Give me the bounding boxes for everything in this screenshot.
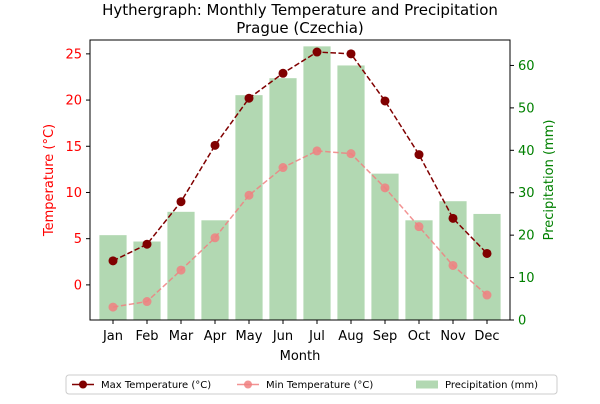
left-axis-tick-label: 5	[74, 232, 82, 247]
min-temperature-point	[380, 183, 390, 193]
x-axis-tick-label: Jul	[308, 329, 325, 344]
max-temperature-point	[380, 96, 390, 106]
max-temperature-line	[112, 51, 488, 262]
max-temperature-point	[278, 68, 288, 78]
legend-label: Min Temperature (°C)	[266, 380, 373, 391]
max-temperature-point	[482, 248, 492, 258]
x-axis-tick-label: May	[236, 329, 263, 344]
max-temperature-point	[414, 150, 424, 160]
min-temperature-point	[278, 163, 288, 173]
min-temperature-point	[482, 290, 492, 300]
right-axis-tick-label: 60	[518, 59, 535, 74]
x-axis-tick-label: Nov	[440, 329, 466, 344]
x-axis-label: Month	[280, 349, 321, 364]
x-axis-tick-label: Apr	[204, 329, 227, 344]
precipitation-bar	[371, 173, 399, 320]
precipitation-bar	[303, 46, 331, 320]
left-axis-tick-label: 0	[74, 278, 82, 293]
min-temperature-point	[346, 149, 356, 159]
x-axis-tick-label: Feb	[135, 329, 158, 344]
min-temperature-point	[108, 302, 118, 312]
left-axis-tick-label: 25	[65, 47, 82, 62]
precipitation-bar	[405, 220, 433, 320]
precipitation-bar	[235, 95, 263, 320]
max-temperature-point	[346, 49, 356, 59]
legend-marker	[79, 380, 87, 389]
right-axis-tick-label: 40	[518, 144, 535, 159]
min-temperature-point	[448, 260, 458, 270]
legend: Max Temperature (°C) Min Temperature (°C)…	[65, 374, 558, 395]
right-axis-tick-label: 50	[518, 101, 535, 116]
x-axis-tick-label: Oct	[408, 329, 430, 344]
x-axis-tick-label: Mar	[169, 329, 194, 344]
x-axis-tick-label: Sep	[373, 329, 398, 344]
right-axis-tick-label: 30	[518, 186, 535, 201]
min-temperature-point	[210, 233, 220, 243]
x-axis-tick-label: Jun	[272, 329, 293, 344]
right-axis-tick-label: 10	[518, 271, 535, 286]
chart-subtitle: Prague (Czechia)	[236, 19, 364, 37]
legend-box	[65, 374, 558, 395]
min-temperature-line	[112, 150, 488, 308]
precipitation-bar	[473, 213, 501, 320]
legend-label: Max Temperature (°C)	[101, 380, 211, 391]
min-temperature-point	[414, 222, 424, 232]
min-temperature-point	[312, 146, 322, 156]
min-temperature-point	[176, 265, 186, 275]
precipitation-bar	[337, 65, 365, 320]
legend-bar-swatch	[416, 380, 438, 389]
max-temperature-point	[176, 197, 186, 207]
x-axis-tick-label: Dec	[474, 329, 499, 344]
precipitation-bar	[133, 241, 161, 320]
right-axis-tick-label: 20	[518, 229, 535, 244]
right-axis: 0 10 20 30 40 50 60	[510, 59, 535, 329]
left-axis-tick-label: 20	[65, 94, 82, 109]
bars-layer	[99, 46, 501, 320]
right-axis-label: Precipitation (mm)	[542, 120, 557, 241]
min-temperature-point	[142, 297, 152, 307]
x-axis-tick-label: Jan	[102, 329, 123, 344]
max-temperature-point	[142, 239, 152, 249]
precipitation-bar	[269, 78, 297, 320]
left-axis-label: Temperature (°C)	[42, 124, 57, 237]
left-axis-tick-label: 10	[65, 186, 82, 201]
lines-layer	[108, 47, 492, 312]
min-temperature-point	[244, 190, 254, 200]
plot-frame	[89, 39, 511, 321]
right-axis-tick-label: 0	[518, 314, 526, 329]
legend-label: Precipitation (mm)	[445, 380, 538, 391]
max-temperature-point	[244, 93, 254, 103]
max-temperature-point	[312, 47, 322, 57]
chart-title: Hythergraph: Monthly Temperature and Pre…	[102, 1, 498, 19]
x-axis-tick-label: Aug	[338, 329, 363, 344]
max-temperature-point	[108, 256, 118, 266]
max-temperature-point	[448, 213, 458, 223]
legend-marker	[244, 380, 252, 389]
left-axis: 0 5 10 15 20 25	[65, 47, 90, 293]
max-temperature-point	[210, 140, 220, 150]
x-axis: Jan Feb Mar Apr May Jun Jul Aug Sep Oct Nov Dec	[102, 320, 500, 344]
left-axis-tick-label: 15	[65, 140, 82, 155]
